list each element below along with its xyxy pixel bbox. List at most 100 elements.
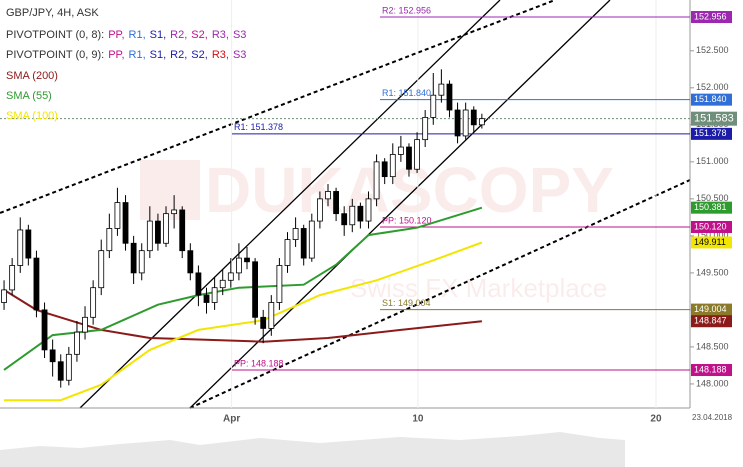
candle-body (146, 220, 153, 252)
candle-body (389, 154, 396, 178)
candle-body (414, 139, 420, 170)
price-tag-label: 149.004 (694, 304, 727, 314)
candle-body (227, 272, 234, 281)
candle-body (195, 272, 202, 296)
x-tick-label: 10 (412, 414, 424, 425)
y-tick-label: 152.500 (696, 45, 729, 55)
sma-tag (691, 201, 732, 214)
candle-body (478, 118, 485, 126)
channel-lower (189, 0, 611, 409)
candle-body (308, 220, 315, 259)
candle-body (357, 205, 364, 222)
pivot-legend-item: S2, (191, 29, 208, 41)
pivot-legend-item: R2, (170, 49, 187, 61)
pivot-legend: PIVOTPOINT (0, 8): PP, R1, S1, R2, S2, R3, S3 (6, 29, 246, 41)
candle-body (74, 331, 80, 355)
candle-body (57, 361, 64, 381)
candle-body (49, 349, 56, 363)
candle-body (438, 83, 445, 96)
candle-body (470, 109, 477, 126)
pivot-legend-item: S3 (233, 29, 246, 41)
legend-entry: SMA (200) (6, 70, 58, 82)
price-tag (691, 11, 732, 24)
pivot-legend-item: R1, (129, 29, 146, 41)
candle-body (130, 242, 137, 274)
legend-entry: SMA (55) (6, 90, 52, 102)
candle-body (138, 250, 145, 274)
candle-body (106, 228, 113, 252)
pivot-label: PP: 148.188 (234, 358, 284, 368)
y-tick-label: 150.500 (696, 193, 729, 203)
candle-body (325, 191, 331, 200)
candle-body (430, 94, 437, 118)
sma-tag (691, 236, 732, 249)
candle-body (381, 161, 388, 178)
candle-body (163, 213, 169, 244)
candle-body (187, 250, 194, 274)
candle-body (373, 161, 380, 200)
channel-upper (79, 0, 501, 409)
candle-body (236, 257, 242, 274)
candle-body (406, 146, 412, 170)
candle-body (260, 316, 267, 329)
candle-body (65, 353, 72, 381)
candle-body (268, 302, 275, 329)
pivot-legend-item: S1, (150, 49, 167, 61)
y-tick-label: 148.500 (696, 341, 729, 351)
date-label: 23.04.2018 (692, 413, 733, 422)
pivot-label: PP: 150.120 (382, 215, 432, 225)
candle-body (25, 229, 32, 259)
pivot-legend-item: S3 (233, 49, 246, 61)
pivot-label: R2: 152.956 (382, 5, 431, 15)
pivot-label: R1: 151.378 (234, 122, 283, 132)
sma-tag-label: 148.847 (694, 316, 727, 326)
price-tag-label: 148.188 (694, 364, 727, 374)
sma-tag-label: 150.381 (694, 202, 727, 212)
candle-body (90, 287, 97, 318)
candle-body (365, 198, 372, 222)
pivot-legend-item: S2, (191, 49, 208, 61)
candle-body (284, 239, 291, 266)
candle-body (203, 294, 210, 303)
candle-body (462, 109, 469, 137)
candle-body (333, 191, 339, 215)
sma-tag (691, 315, 732, 328)
candle-body (292, 228, 299, 240)
price-tag (691, 127, 732, 140)
candle-body (179, 209, 186, 252)
watermark-logo (140, 160, 200, 220)
price-tag (691, 220, 732, 233)
candle-body (300, 228, 307, 259)
pivot-legend-item: PP, (108, 29, 124, 41)
pivot-label: R1: 151.840 (382, 88, 431, 98)
pivot-legend-item: R2, (170, 29, 187, 41)
candle-body (98, 250, 105, 289)
candle-body (341, 213, 348, 226)
y-tick-label: 152.000 (696, 82, 729, 92)
candle-body (446, 83, 453, 111)
price-tag-label: 151.378 (694, 128, 727, 138)
watermark-subtext: Swiss FX Marketplace (350, 273, 607, 303)
price-tag (691, 364, 732, 377)
last-price-tag (691, 111, 737, 126)
y-tick-label: 148.000 (696, 378, 729, 388)
candle-body (1, 289, 7, 303)
legend-entry: SMA (100) (6, 110, 58, 122)
pivot-legend-item: R3, (212, 49, 229, 61)
pivot-legend: PIVOTPOINT (0, 9): PP, R1, S1, R2, S2, R3, S3 (6, 49, 246, 61)
pivot-legend-item: PIVOTPOINT (0, 8): (6, 29, 104, 41)
candle-body (17, 229, 24, 266)
candle-body (211, 287, 218, 303)
candle-body (122, 202, 129, 244)
candle-body (9, 265, 16, 291)
pivot-legend-item: PIVOTPOINT (0, 9): (6, 49, 104, 61)
volume-area (0, 432, 625, 467)
price-tag-label: 151.840 (694, 94, 727, 104)
sma-tag-label: 149.911 (694, 237, 726, 247)
price-tag-label: 150.120 (694, 221, 727, 231)
watermark: DUKASCOPY Swiss FX Marketplace (140, 154, 614, 303)
chart-title: GBP/JPY, 4H, ASK (6, 7, 99, 19)
pivot-legend-item: R1, (129, 49, 146, 61)
last-price-label: 151.583 (694, 113, 734, 125)
